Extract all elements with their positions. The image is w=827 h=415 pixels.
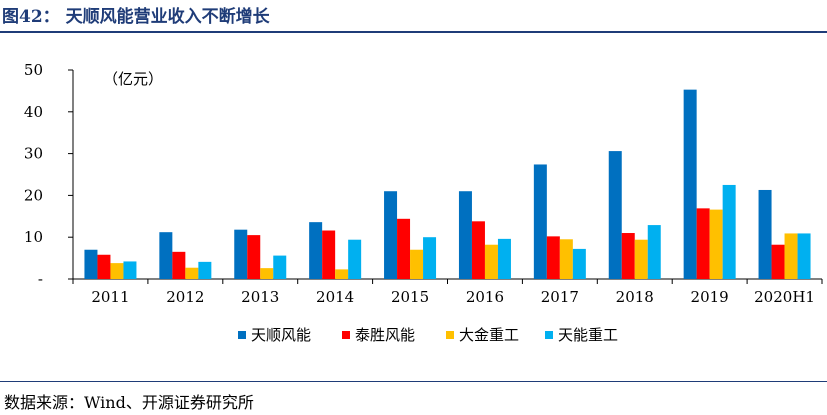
figure-title: 图42： 天顺风能营业收入不断增长 — [2, 7, 270, 27]
bar — [771, 244, 785, 279]
x-tick-label: 2018 — [616, 288, 654, 306]
bar — [758, 189, 772, 279]
y-tick-label: - — [38, 270, 43, 288]
legend-swatch — [446, 331, 454, 339]
bar — [185, 267, 199, 279]
legend-label: 天能重工 — [558, 326, 618, 344]
bar — [546, 236, 560, 279]
bar — [234, 229, 248, 279]
bar — [722, 184, 736, 279]
y-tick-label: 50 — [24, 61, 43, 79]
y-tick-label: 20 — [24, 186, 43, 204]
y-tick-label: 10 — [24, 228, 43, 246]
legend-label: 天顺风能 — [251, 326, 311, 344]
bar — [484, 244, 498, 279]
bar — [572, 248, 586, 279]
bar — [97, 254, 111, 279]
bar — [397, 218, 411, 279]
unit-label: （亿元） — [103, 70, 163, 88]
x-tick-label: 2016 — [466, 288, 504, 306]
bar — [84, 249, 98, 279]
bar — [123, 261, 137, 279]
bar — [784, 233, 798, 279]
bar — [322, 230, 336, 279]
bar — [410, 249, 424, 279]
legend-swatch — [342, 331, 350, 339]
bar — [159, 232, 173, 279]
title-divider — [0, 31, 827, 33]
legend-label: 大金重工 — [459, 326, 519, 344]
y-tick-label: 30 — [24, 145, 43, 163]
bar — [273, 255, 287, 279]
x-tick-label: 2019 — [691, 288, 729, 306]
bar — [247, 235, 261, 279]
legend-label: 泰胜风能 — [355, 326, 415, 344]
y-tick-label: 40 — [24, 103, 43, 121]
bar — [110, 263, 124, 279]
x-tick-label: 2012 — [166, 288, 204, 306]
bar — [172, 251, 186, 279]
x-tick-label: 2020H1 — [754, 288, 815, 306]
bar — [797, 233, 811, 279]
bar — [621, 233, 635, 279]
bar — [608, 151, 622, 279]
x-tick-label: 2014 — [316, 288, 354, 306]
bar — [559, 239, 573, 279]
bar — [471, 221, 485, 279]
bar — [309, 222, 323, 279]
x-tick-label: 2011 — [91, 288, 129, 306]
x-tick-label: 2015 — [391, 288, 429, 306]
bar — [533, 164, 547, 279]
bar — [198, 261, 212, 279]
source-note: 数据来源：Wind、开源证券研究所 — [4, 393, 254, 412]
source-divider — [0, 381, 827, 382]
bar — [683, 89, 697, 279]
bar — [348, 239, 362, 279]
bar — [423, 237, 437, 279]
x-tick-label: 2013 — [241, 288, 279, 306]
bar — [497, 238, 511, 279]
legend-swatch — [545, 331, 553, 339]
bar-chart: - 10 20 30 40 50 （亿元） 2011 2012 2013 2014 2015 2016 2… — [24, 61, 823, 344]
legend-swatch — [238, 331, 246, 339]
bar — [335, 269, 349, 279]
bar — [647, 225, 661, 279]
bar — [696, 208, 710, 279]
bar — [260, 268, 274, 279]
bar — [384, 191, 398, 279]
bar — [709, 209, 723, 279]
bar — [458, 191, 472, 279]
bar — [634, 239, 648, 279]
x-tick-label: 2017 — [541, 288, 579, 306]
